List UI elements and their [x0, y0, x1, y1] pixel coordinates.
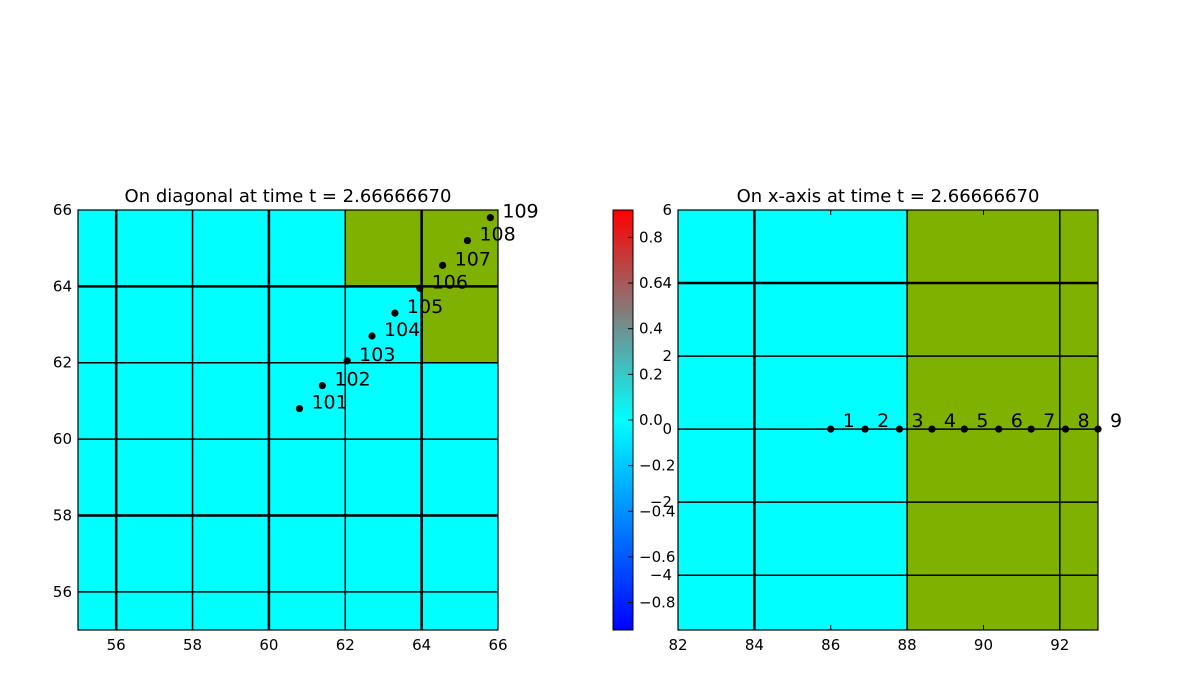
diag-point-label-109: 109 [502, 201, 538, 223]
xax-y-tick-label: 6 [662, 201, 672, 219]
xax-point-2 [861, 425, 869, 433]
diag-point-label-101: 101 [311, 392, 347, 414]
xax-x-tick-label: 84 [745, 636, 764, 654]
diag-point-107 [439, 261, 447, 269]
colorbar-tick-label: 0.2 [639, 365, 663, 383]
xax-x-tick-label: 82 [668, 636, 687, 654]
diag-point-label-106: 106 [432, 271, 468, 293]
diag-axes-frame [77, 209, 499, 631]
xax-y-tick-label: 2 [662, 347, 672, 365]
diag-point-103 [343, 357, 351, 365]
xax-y-tick-label: −2 [650, 493, 672, 511]
diagonal-panel: 56 58 60 62 64 66 56 58 60 62 64 66 On diagonal at t… [53, 186, 539, 654]
diag-point-108 [463, 236, 472, 245]
xax-x-tick-label: 86 [821, 636, 840, 654]
xax-point-label-4: 4 [944, 410, 956, 432]
xax-point-9 [1094, 425, 1102, 433]
xax-point-3 [895, 425, 904, 433]
xax-chart-title: On x-axis at time t = 2.66666670 [737, 186, 1040, 207]
xax-x-tick-label: 90 [974, 636, 993, 654]
diag-x-tick-label: 60 [259, 636, 278, 654]
diag-point-102 [318, 382, 326, 390]
colorbar-tick-label: −0.4 [639, 502, 675, 520]
diag-point-109 [486, 214, 494, 222]
xax-point-label-1: 1 [843, 410, 855, 432]
xax-point-4 [928, 425, 936, 433]
diag-point-label-102: 102 [334, 369, 370, 391]
diag-y-tick-label: 62 [53, 354, 72, 372]
colorbar-tick-label: −0.2 [639, 457, 675, 475]
xax-point-7 [1027, 425, 1035, 433]
xax-y-tick-label: 4 [662, 274, 672, 292]
colorbar-tick-label: −0.6 [639, 548, 675, 566]
colorbar-tick-label: 0.0 [639, 411, 663, 429]
diag-point-label-107: 107 [455, 248, 491, 270]
xax-point-label-7: 7 [1043, 410, 1055, 432]
colorbar-tick-label: 0.4 [639, 320, 663, 338]
diag-y-tick-label: 64 [53, 277, 72, 295]
diag-point-104 [368, 332, 376, 340]
xax-point-label-5: 5 [976, 410, 988, 432]
diag-y-tick-label: 58 [53, 506, 72, 524]
colorbar: 0.8 0.6 0.4 0.2 0.0 −0.2 −0.4 −0.6 −0.8 [612, 209, 675, 631]
diag-x-tick-label: 58 [183, 636, 202, 654]
diag-point-label-108: 108 [479, 224, 515, 246]
xax-y-tick-label: −4 [650, 566, 672, 584]
diag-cell-olive [345, 210, 422, 287]
colorbar-tick-label: 0.6 [639, 274, 663, 292]
diag-point-label-105: 105 [407, 296, 443, 318]
xax-point-label-9: 9 [1110, 410, 1122, 432]
xax-point-6 [995, 425, 1003, 433]
diag-cell-cyan [421, 362, 498, 630]
xax-cell-cyan [678, 210, 908, 630]
diag-y-tick-label: 60 [53, 430, 72, 448]
xax-axes-frame [677, 209, 1099, 631]
xax-x-tick-label: 88 [898, 636, 917, 654]
xax-point-label-3: 3 [911, 410, 923, 432]
diag-point-101 [295, 404, 304, 413]
diag-x-tick-label: 64 [412, 636, 431, 654]
colorbar-tick-label: −0.8 [639, 594, 675, 612]
xax-cell-olive [907, 210, 1098, 630]
xax-point-5 [960, 425, 968, 433]
xax-y-tick-label: 0 [662, 420, 672, 438]
xax-point-label-6: 6 [1011, 410, 1023, 432]
xax-point-label-2: 2 [877, 410, 889, 432]
diag-point-label-103: 103 [359, 344, 395, 366]
diag-x-tick-label: 62 [336, 636, 355, 654]
colorbar-tick-label: 0.8 [639, 228, 663, 246]
diag-y-tick-label: 56 [53, 583, 72, 601]
diag-chart-title: On diagonal at time t = 2.66666670 [125, 186, 452, 207]
xax-point-8 [1061, 425, 1070, 433]
diag-point-106 [416, 284, 424, 292]
diag-y-tick-label: 66 [53, 201, 72, 219]
xax-x-tick-label: 92 [1050, 636, 1069, 654]
diag-point-105 [391, 309, 399, 317]
xax-point-1 [827, 425, 835, 433]
diag-x-tick-label: 66 [488, 636, 507, 654]
diag-point-label-104: 104 [384, 319, 420, 341]
xax-point-label-8: 8 [1078, 410, 1090, 432]
diag-x-tick-label: 56 [107, 636, 126, 654]
